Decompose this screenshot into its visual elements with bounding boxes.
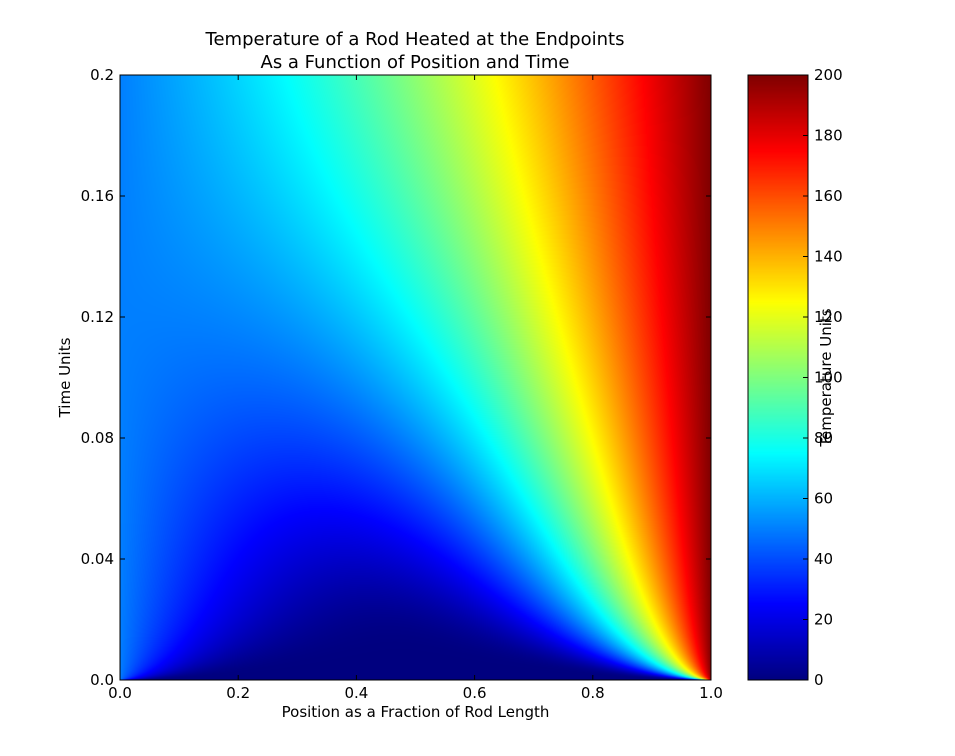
- x-tick-label: 0.8: [581, 684, 605, 702]
- x-axis: 0.0 0.2 0.4 0.6 0.8 1.0: [108, 75, 723, 702]
- colorbar-canvas: [748, 75, 808, 680]
- y-axis-label: Time Units: [56, 337, 74, 418]
- colorbar-area: [748, 75, 808, 680]
- colorbar-axis: 0 20 40 60 80 100 120 140 160 180 200: [803, 66, 843, 689]
- heatmap-area: [120, 75, 711, 680]
- chart-title-line-2: As a Function of Position and Time: [261, 52, 570, 73]
- x-tick-label: 0.2: [226, 684, 250, 702]
- y-tick-label: 0.0: [90, 671, 114, 689]
- y-tick-label: 0.2: [90, 66, 114, 84]
- colorbar-tick-label: 180: [814, 127, 843, 145]
- y-tick-label: 0.16: [81, 187, 114, 205]
- colorbar-tick-label: 120: [814, 308, 843, 326]
- x-tick-label: 0.4: [344, 684, 368, 702]
- x-tick-label: 1.0: [699, 684, 723, 702]
- colorbar-tick-label: 0: [814, 671, 824, 689]
- y-tick-label: 0.08: [81, 429, 114, 447]
- y-axis: 0.0 0.04 0.08 0.12 0.16 0.2: [81, 66, 711, 689]
- y-tick-label: 0.12: [81, 308, 114, 326]
- colorbar-tick-label: 20: [814, 611, 833, 629]
- colorbar-tick-label: 200: [814, 66, 843, 84]
- plot-frame: [119, 74, 712, 681]
- colorbar-tick-label: 140: [814, 248, 843, 266]
- colorbar-tick-label: 160: [814, 187, 843, 205]
- colorbar-tick-label: 60: [814, 490, 833, 508]
- y-tick-label: 0.04: [81, 550, 114, 568]
- x-tick-label: 0.0: [108, 684, 132, 702]
- chart-title-line-1: Temperature of a Rod Heated at the Endpo…: [205, 29, 625, 50]
- colorbar-tick-label: 100: [814, 369, 843, 387]
- colorbar-tick-label: 40: [814, 550, 833, 568]
- x-tick-label: 0.6: [463, 684, 487, 702]
- colorbar-label: Temperature Units: [817, 308, 835, 447]
- heatmap-canvas: [120, 75, 711, 680]
- colorbar-tick-label: 80: [814, 429, 833, 447]
- x-axis-label: Position as a Fraction of Rod Length: [282, 703, 550, 721]
